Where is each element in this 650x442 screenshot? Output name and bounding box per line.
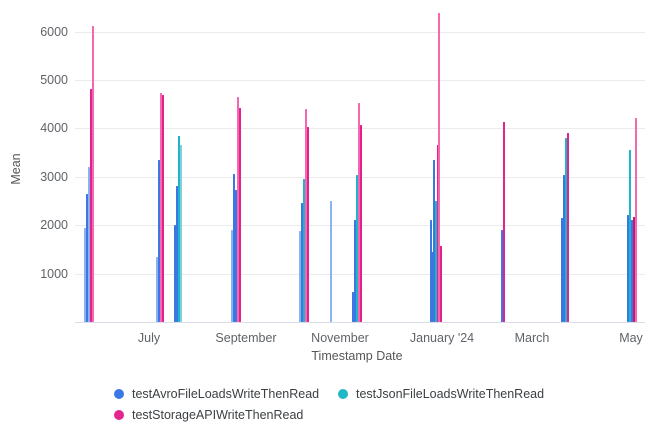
bar-json[interactable] [629, 150, 631, 322]
bar-avro[interactable] [158, 160, 160, 322]
bar-storage[interactable] [503, 121, 505, 322]
bar-avro[interactable] [84, 227, 86, 322]
bar-storage[interactable] [160, 93, 162, 322]
bar-json[interactable] [303, 179, 305, 322]
bar-avro[interactable] [354, 220, 356, 322]
gridline [75, 80, 645, 81]
bar-avro[interactable] [627, 215, 629, 322]
bar-avro[interactable] [299, 230, 301, 322]
bar-json[interactable] [565, 138, 567, 322]
bar-storage[interactable] [360, 125, 362, 322]
bar-avro[interactable] [88, 167, 90, 322]
bar-avro[interactable] [631, 220, 633, 322]
bar-json[interactable] [356, 174, 358, 322]
bar-json[interactable] [180, 145, 182, 322]
y-tick-label: 2000 [40, 218, 68, 233]
bar-storage[interactable] [307, 126, 309, 322]
x-tick-label: September [215, 331, 277, 345]
bar-avro[interactable] [235, 190, 237, 322]
x-tick-label: May [619, 331, 643, 345]
bar-avro[interactable] [233, 173, 235, 322]
x-tick-label: July [137, 331, 161, 345]
x-axis-title: Timestamp Date [311, 349, 403, 363]
legend-dot-json [338, 389, 348, 399]
x-tick-label: March [514, 331, 550, 345]
legend-item-json[interactable]: testJsonFileLoadsWriteThenRead [338, 387, 544, 401]
bar-avro[interactable] [433, 159, 436, 322]
bar-storage[interactable] [162, 94, 164, 322]
legend-item-storage[interactable]: testStorageAPIWriteThenRead [114, 408, 303, 422]
bar-avro[interactable] [501, 230, 503, 322]
y-tick-label: 3000 [40, 169, 68, 184]
bar-storage[interactable] [438, 12, 441, 322]
bar-json[interactable] [178, 135, 180, 322]
gridline [75, 31, 645, 33]
bar-storage[interactable] [440, 246, 442, 322]
bar-avro[interactable] [301, 203, 303, 322]
bar-avro[interactable] [431, 251, 434, 322]
bar-avro[interactable] [430, 220, 432, 322]
legend-dot-avro [114, 389, 124, 399]
legend-label: testStorageAPIWriteThenRead [132, 408, 304, 422]
legend-label: testAvroFileLoadsWriteThenRead [132, 387, 320, 401]
bar-avro[interactable] [176, 186, 178, 322]
bar-storage[interactable] [358, 103, 360, 322]
y-tick-label: 1000 [40, 266, 68, 281]
y-tick-label: 6000 [40, 24, 68, 39]
bar-avro[interactable] [561, 218, 563, 322]
bar-avro[interactable] [231, 230, 233, 322]
bar-storage[interactable] [90, 89, 92, 322]
bar-json[interactable] [435, 201, 437, 322]
bar-avro[interactable] [563, 174, 565, 322]
legend-dot-storage [114, 410, 124, 420]
legend-item-avro[interactable]: testAvroFileLoadsWriteThenRead [114, 387, 319, 401]
x-tick-label: November [311, 331, 369, 345]
bar-storage[interactable] [239, 107, 241, 322]
y-tick-label: 5000 [40, 73, 68, 87]
bar-avro[interactable] [174, 224, 176, 322]
bar-storage[interactable] [92, 26, 94, 322]
bar-avro[interactable] [352, 291, 354, 322]
bar-avro[interactable] [156, 256, 158, 322]
bar-storage[interactable] [237, 97, 239, 322]
x-tick-label: January '24 [409, 331, 475, 345]
bar-storage[interactable] [635, 117, 637, 322]
bar-storage[interactable] [305, 109, 307, 322]
bar-storage[interactable] [436, 145, 439, 322]
bar-storage[interactable] [633, 216, 635, 322]
x-axis-line [75, 322, 645, 323]
legend-label: testJsonFileLoadsWriteThenRead [356, 387, 545, 401]
y-tick-label: 4000 [40, 121, 68, 136]
bar-storage[interactable] [567, 133, 569, 322]
bar-avro[interactable] [330, 200, 332, 322]
bar-avro[interactable] [86, 193, 88, 322]
